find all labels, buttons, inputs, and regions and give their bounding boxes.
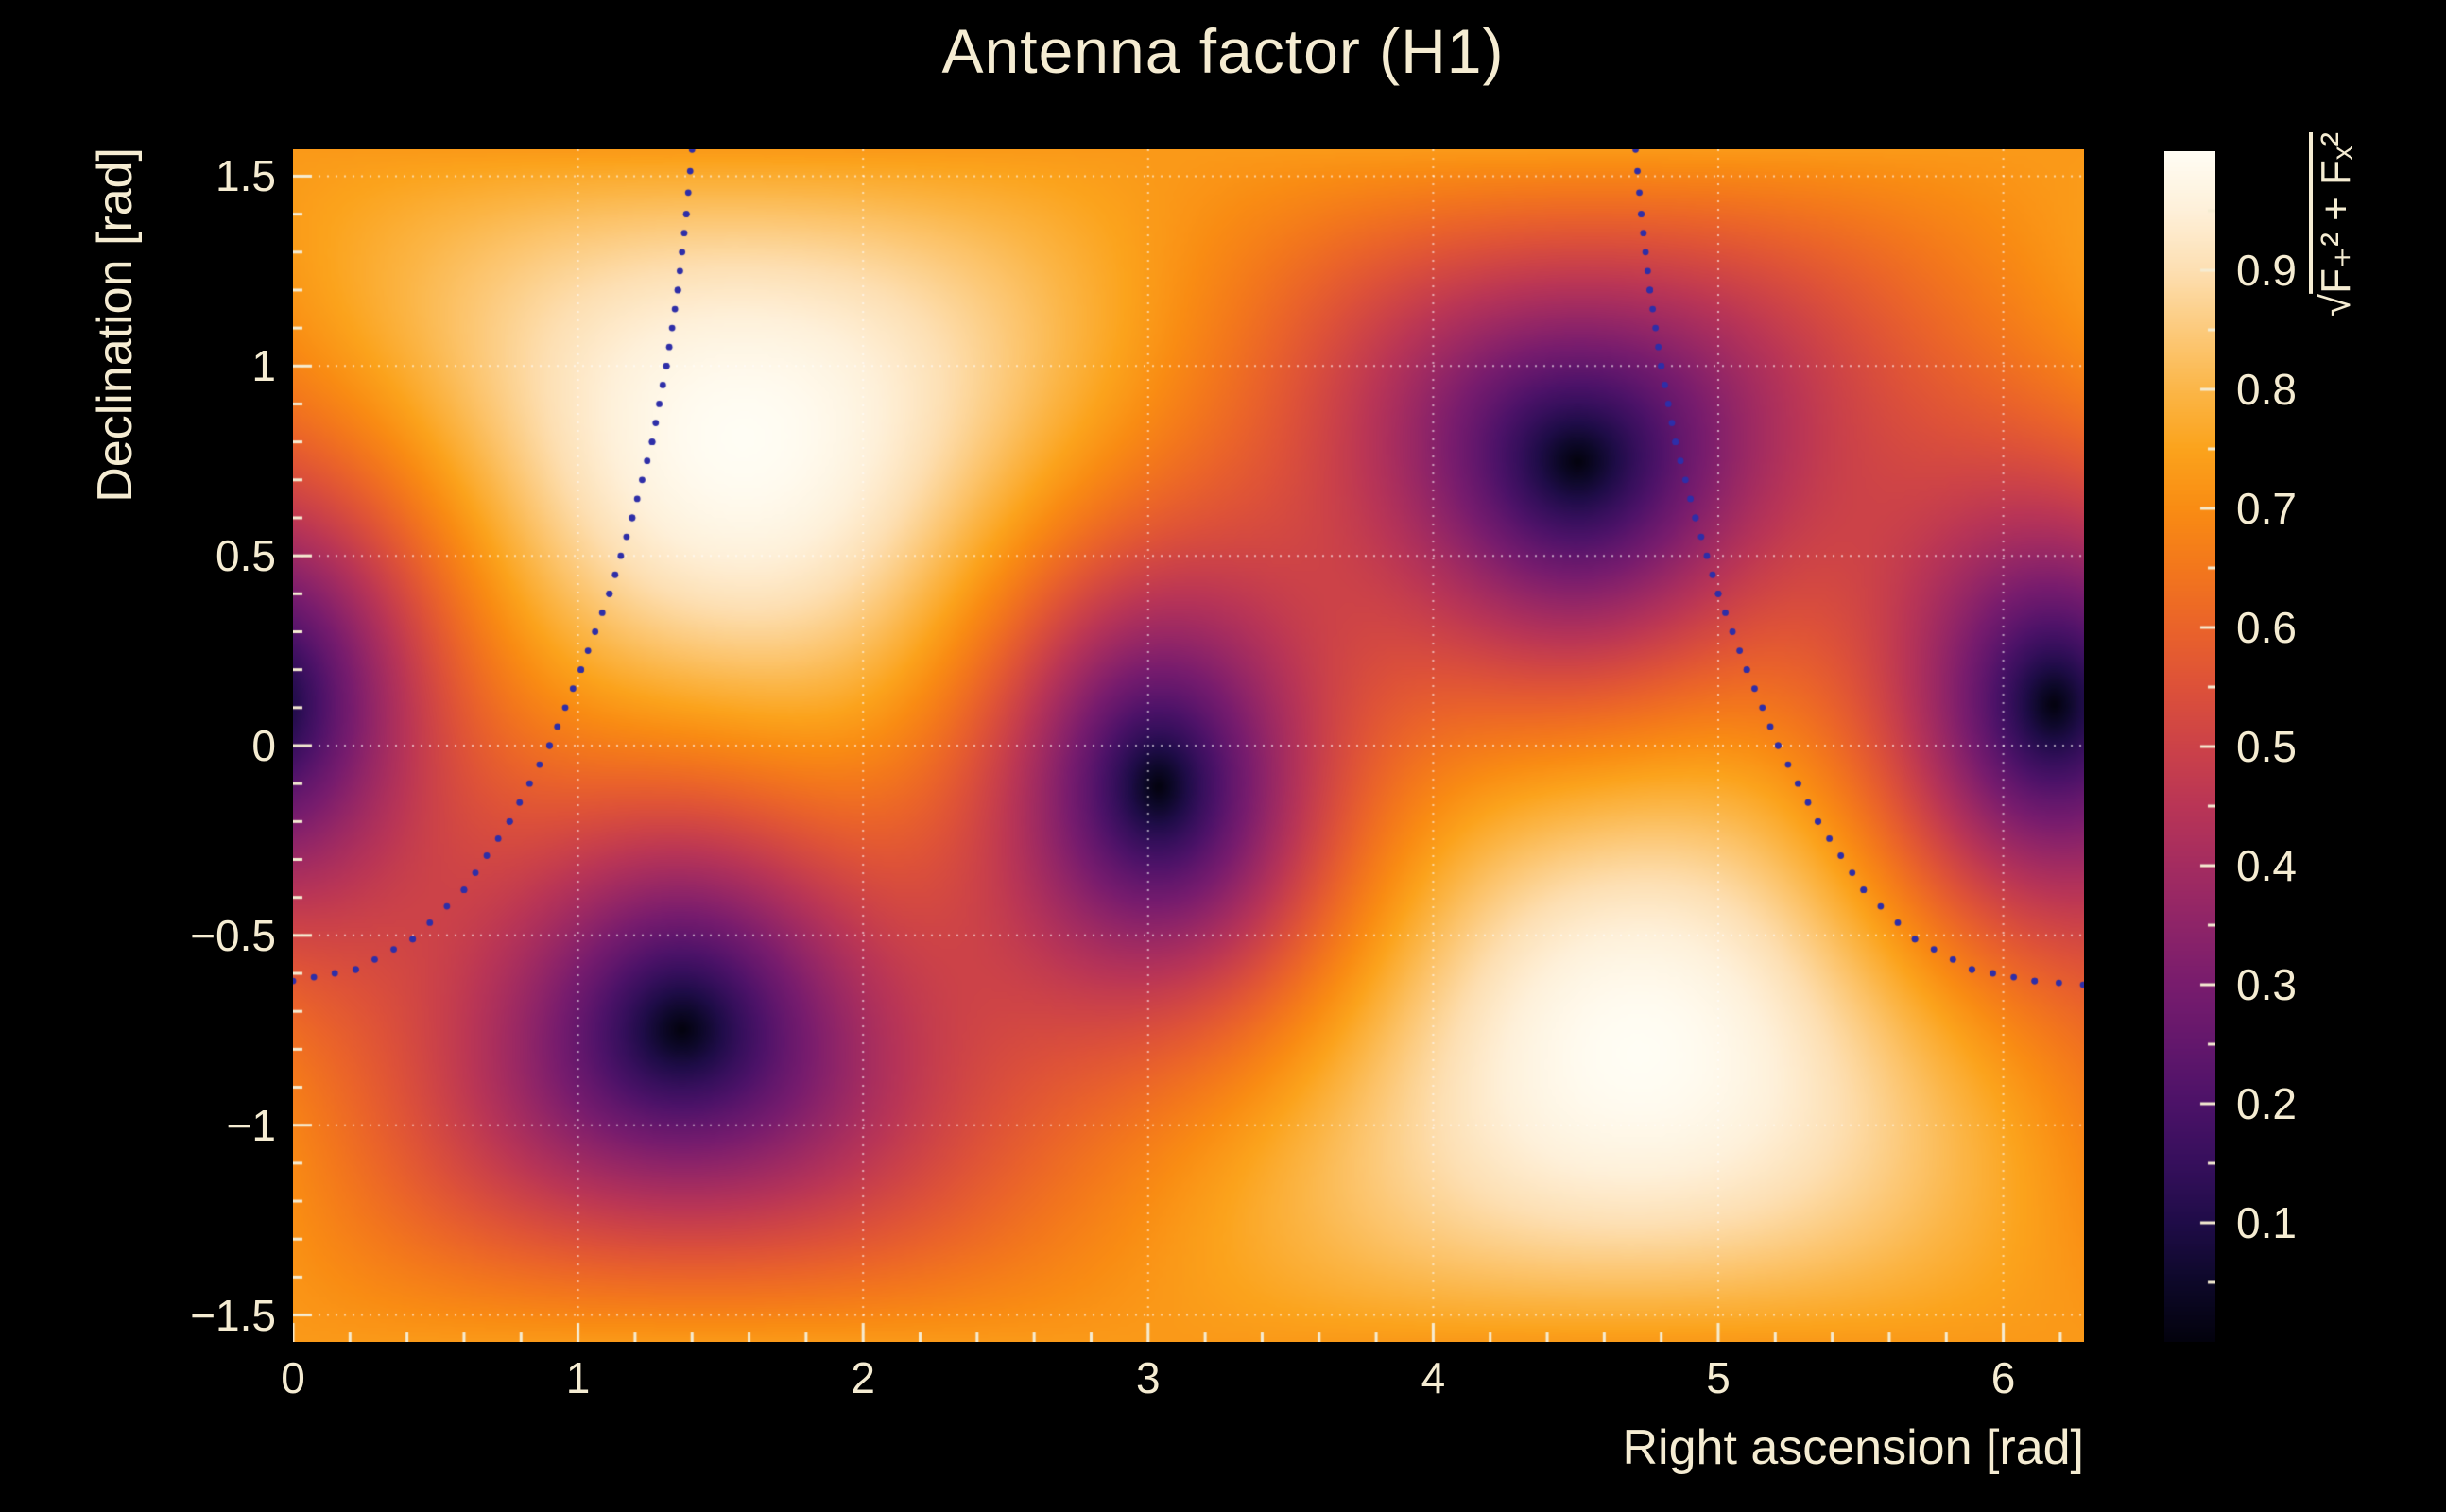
x-tick-label: 0 — [281, 1353, 305, 1402]
x-tick-label: 4 — [1421, 1353, 1446, 1402]
y-tick-label: 1.5 — [215, 151, 276, 201]
chart-title: Antenna factor (H1) — [941, 16, 1505, 86]
colorbar-tick-label: 0.9 — [2236, 246, 2297, 295]
colorbar-tick-label: 0.6 — [2236, 603, 2297, 652]
y-tick-label: 0 — [251, 721, 276, 770]
y-tick-label: −1.5 — [190, 1290, 276, 1340]
colorbar-tick-label: 0.4 — [2236, 841, 2297, 890]
x-tick-label: 6 — [1990, 1353, 2016, 1402]
y-tick-label: −0.5 — [190, 910, 276, 960]
colorbar-tick-label: 0.1 — [2236, 1198, 2297, 1247]
x-tick-label: 2 — [851, 1353, 875, 1402]
x-tick-label: 3 — [1135, 1353, 1161, 1402]
colorbar-title: √F₊² + Fₓ² — [2312, 132, 2360, 529]
y-axis-title: Declination [rad] — [88, 147, 143, 503]
radical-sign-icon: √ — [2313, 293, 2359, 318]
colorbar-tick-label: 0.3 — [2236, 960, 2297, 1009]
colorbar-tick-label: 0.7 — [2236, 484, 2297, 533]
heatmap-plot — [293, 149, 2084, 1342]
colorbar-tick-label: 0.2 — [2236, 1079, 2297, 1128]
x-tick-label: 1 — [565, 1353, 591, 1402]
y-tick-label: 1 — [251, 341, 276, 391]
colorbar-tick-label: 0.8 — [2236, 365, 2297, 414]
x-axis-title: Right ascension [rad] — [1622, 1420, 2085, 1475]
y-tick-label: −1 — [226, 1100, 276, 1150]
colorbar — [2164, 151, 2215, 1342]
y-tick-label: 0.5 — [215, 531, 276, 581]
x-tick-label: 5 — [1706, 1353, 1731, 1402]
colorbar-tick-label: 0.5 — [2236, 722, 2297, 771]
